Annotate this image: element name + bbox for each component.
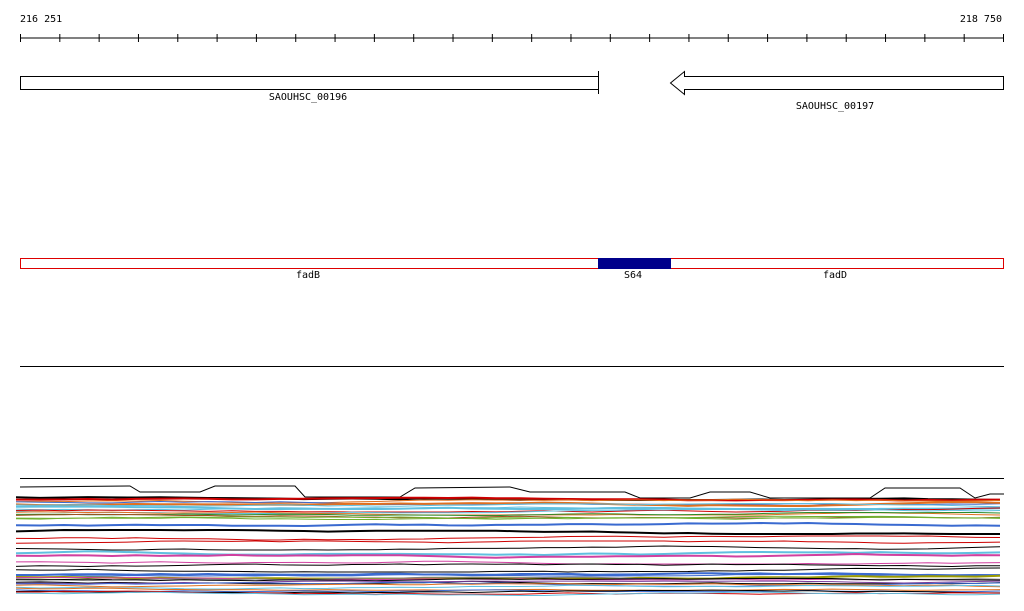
gene-arrow — [669, 70, 1004, 96]
track-line — [15, 552, 1001, 559]
track-line — [15, 584, 1001, 590]
track-line — [15, 512, 1001, 517]
track-line — [15, 560, 1001, 565]
track-line — [15, 498, 1001, 504]
expression-tracks — [15, 496, 1001, 596]
track-line — [15, 563, 1000, 568]
gene-label: SAOUHSC_00197 — [796, 101, 874, 112]
track-line — [15, 583, 1001, 588]
feature-label: S64 — [624, 270, 642, 281]
feature-label: fadD — [823, 270, 847, 281]
track-line — [15, 528, 1000, 535]
track-line — [16, 496, 1001, 502]
track-line — [15, 578, 1001, 582]
track-line — [15, 591, 1001, 596]
track-line — [15, 545, 1001, 551]
track-line — [15, 500, 1001, 507]
track-line — [15, 573, 1001, 577]
ruler-end: 218 750 — [960, 14, 1002, 25]
gene-label: SAOUHSC_00196 — [269, 92, 347, 103]
track-line — [15, 572, 1001, 577]
track-line — [15, 535, 1001, 541]
track-line — [15, 503, 1001, 508]
track-line — [15, 540, 1001, 544]
gene — [20, 76, 599, 90]
track-line — [15, 580, 1001, 585]
track-line — [15, 567, 1001, 573]
feature-highlight — [598, 258, 671, 269]
track-line — [15, 576, 1001, 582]
track-line — [19, 485, 1004, 499]
track-line — [15, 506, 1001, 511]
feature — [20, 258, 1004, 269]
ruler-ticks — [20, 34, 1004, 42]
track-line — [15, 550, 1001, 557]
track-line — [15, 515, 1001, 520]
track-line — [15, 516, 1001, 520]
track-line — [15, 513, 1001, 519]
feature-label: fadB — [296, 270, 320, 281]
ruler-start: 216 251 — [20, 14, 62, 25]
track-line — [15, 521, 1001, 528]
track-line — [15, 505, 1001, 510]
